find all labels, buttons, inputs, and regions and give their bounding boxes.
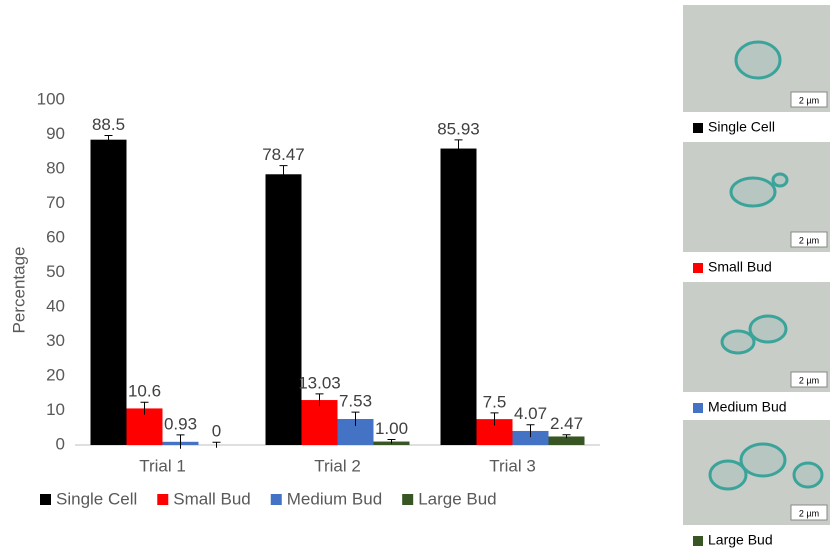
caption-swatch xyxy=(693,536,703,546)
error-bar xyxy=(490,412,499,426)
y-tick-label: 100 xyxy=(37,89,65,108)
bar xyxy=(265,174,302,445)
panel-caption: Single Cell xyxy=(708,119,775,135)
bar xyxy=(548,436,585,445)
caption-swatch xyxy=(693,403,703,413)
y-tick-label: 80 xyxy=(46,158,65,177)
value-label: 0.93 xyxy=(164,414,197,433)
cell xyxy=(739,442,787,478)
value-label: 10.6 xyxy=(128,382,161,401)
value-label: 13.03 xyxy=(298,373,341,392)
y-tick-label: 70 xyxy=(46,193,65,212)
scale-box xyxy=(790,91,828,108)
error-bar xyxy=(176,434,185,449)
panel-caption: Medium Bud xyxy=(708,399,787,415)
error-bar xyxy=(279,165,288,183)
panel-caption: Large Bud xyxy=(708,532,773,548)
scale-label: 2 µm xyxy=(799,508,819,518)
value-label: 7.5 xyxy=(483,392,507,411)
caption-swatch xyxy=(693,123,703,133)
bar xyxy=(301,400,338,445)
legend-swatch xyxy=(157,494,169,505)
scale-label: 2 µm xyxy=(799,375,819,385)
y-tick-label: 90 xyxy=(46,124,65,143)
legend-label: Medium Bud xyxy=(287,489,382,508)
bar xyxy=(90,139,127,446)
error-bar xyxy=(562,434,571,439)
x-tick-label: Trial 3 xyxy=(489,456,536,475)
legend-swatch xyxy=(40,494,51,505)
value-label: 88.5 xyxy=(92,115,125,134)
y-tick-label: 10 xyxy=(46,400,65,419)
error-bar xyxy=(454,139,463,158)
value-label: 4.07 xyxy=(514,404,547,423)
value-label: 1.00 xyxy=(375,419,408,438)
y-tick-label: 30 xyxy=(46,331,65,350)
cell xyxy=(720,329,756,355)
caption-swatch xyxy=(693,263,703,273)
bar xyxy=(512,430,549,445)
x-tick-label: Trial 1 xyxy=(139,456,186,475)
cell xyxy=(708,459,748,491)
y-tick-label: 50 xyxy=(46,262,65,281)
cell xyxy=(729,176,777,208)
y-axis-label: Percentage xyxy=(9,247,28,334)
x-tick-label: Trial 2 xyxy=(314,456,361,475)
cell xyxy=(734,40,782,80)
y-tick-label: 0 xyxy=(56,434,65,453)
error-bar xyxy=(140,401,149,415)
scale-box xyxy=(790,371,828,388)
scale-box xyxy=(790,504,828,521)
error-bar xyxy=(315,393,324,407)
legend-label: Single Cell xyxy=(56,489,137,508)
value-label: 7.53 xyxy=(339,392,372,411)
panel-caption: Small Bud xyxy=(708,259,772,275)
y-tick-label: 20 xyxy=(46,365,65,384)
error-bar xyxy=(387,438,396,444)
scale-label: 2 µm xyxy=(799,235,819,245)
legend-swatch xyxy=(402,494,414,505)
value-label: 0 xyxy=(212,422,221,441)
cell xyxy=(748,314,788,344)
scale-box xyxy=(790,231,828,248)
y-tick-label: 40 xyxy=(46,296,65,315)
value-label: 78.47 xyxy=(262,145,305,164)
legend-label: Large Bud xyxy=(418,489,496,508)
y-tick-label: 60 xyxy=(46,227,65,246)
error-bar xyxy=(104,135,113,144)
legend-label: Small Bud xyxy=(173,489,250,508)
scale-label: 2 µm xyxy=(799,95,819,105)
legend-swatch xyxy=(270,494,282,505)
cell xyxy=(771,172,789,188)
error-bar xyxy=(212,441,221,448)
error-bar xyxy=(351,411,360,426)
cell xyxy=(792,461,824,489)
value-label: 2.47 xyxy=(550,414,583,433)
bar xyxy=(440,148,477,445)
value-label: 85.93 xyxy=(437,119,480,138)
error-bar xyxy=(526,424,535,438)
